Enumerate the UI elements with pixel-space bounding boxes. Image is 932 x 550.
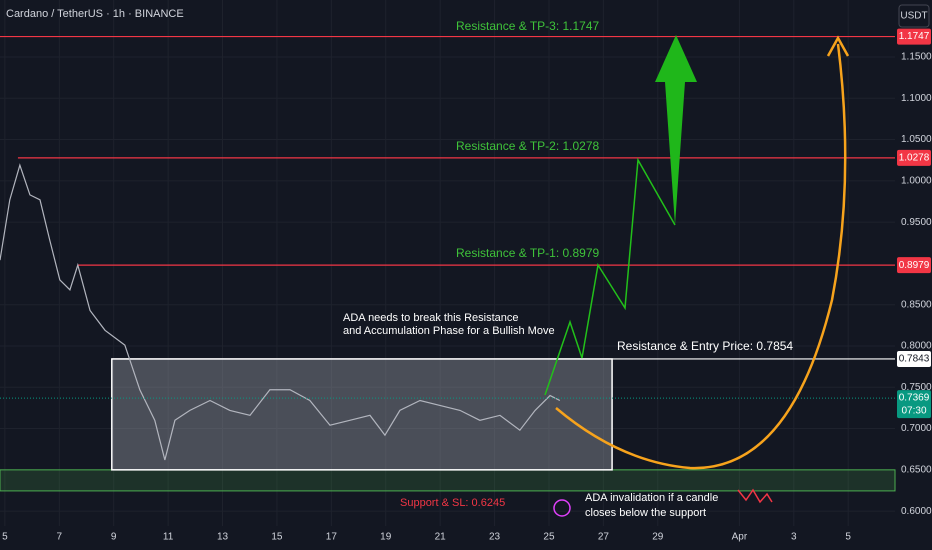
x-tick-label: 25: [543, 532, 555, 543]
x-tick-label: 9: [111, 532, 117, 543]
support-zone: [0, 469, 896, 492]
projection-path: [544, 157, 676, 396]
y-tick-label: 0.8000: [901, 341, 932, 352]
x-tick-label: 15: [271, 532, 283, 543]
y-tick-label: 0.6000: [901, 506, 932, 517]
price-badge: [897, 28, 931, 45]
tp1-label: Resistance & TP-1: 0.8979: [456, 246, 600, 260]
price-badge: [897, 149, 931, 166]
projection-curve: [555, 43, 847, 470]
price-badge: [897, 350, 931, 367]
x-tick-label: 3: [791, 532, 797, 543]
x-tick-label: 13: [217, 532, 229, 543]
x-tick-label: 17: [326, 532, 338, 543]
x-tick-label: 19: [380, 532, 392, 543]
accumulation-box: [111, 358, 613, 471]
last-price-badge: [897, 390, 931, 419]
note: ADA invalidation if a candle: [585, 492, 718, 504]
curve-arrowhead: [826, 35, 850, 57]
price-badge-label: 1.0278: [899, 153, 930, 164]
x-tick-label: 7: [57, 532, 63, 543]
note: and Accumulation Phase for a Bullish Mov…: [343, 325, 555, 337]
x-tick-label: 21: [435, 532, 447, 543]
x-tick-label: 5: [2, 532, 8, 543]
currency: USDT: [900, 11, 927, 22]
zones: [0, 35, 896, 492]
bull-arrow: [655, 35, 697, 225]
currency-box: [898, 4, 930, 28]
entry-label: Resistance & Entry Price: 0.7854: [617, 339, 793, 353]
tp3-label: Resistance & TP-3: 1.1747: [456, 19, 600, 33]
price-badge: [897, 257, 931, 274]
x-tick-label: 11: [163, 532, 174, 543]
symbol: Cardano / TetherUS · 1h · BINANCE: [6, 8, 184, 20]
tp2-label: Resistance & TP-2: 1.0278: [456, 139, 600, 153]
alert-icon: [553, 499, 571, 517]
x-tick-label: 29: [652, 532, 664, 543]
price-line: [0, 163, 561, 461]
note: closes below the support: [585, 507, 706, 519]
axes: 0.6000 0.6500 0.7000 0.7500 0.8000 0.8500 0.95…: [2, 28, 932, 543]
invalidation-zigzag: [737, 488, 773, 504]
x-tick-label: Apr: [732, 532, 748, 543]
note: ADA needs to break this Resistance: [343, 312, 518, 324]
x-tick-label: 5: [845, 532, 851, 543]
price-badge-label: 0.7843: [899, 354, 930, 365]
y-tick-label: 0.8500: [901, 299, 932, 310]
y-tick-label: 0.7000: [901, 423, 932, 434]
y-tick-label: 0.7500: [901, 382, 932, 393]
x-tick-label: 23: [489, 532, 501, 543]
last-price-label: 0.7369: [899, 393, 930, 404]
x-tick-label: 27: [598, 532, 610, 543]
countdown: 07:30: [901, 406, 926, 417]
support-label: Support & SL: 0.6245: [400, 497, 505, 509]
y-tick-label: 1.1000: [901, 93, 932, 104]
price: [0, 163, 895, 461]
grid: [0, 0, 895, 526]
y-tick-label: 0.6500: [901, 464, 932, 475]
y-tick-label: 1.1500: [901, 52, 932, 63]
price-badge-label: 1.1747: [899, 31, 930, 42]
y-tick-label: 1.0500: [901, 134, 932, 145]
y-tick-label: 0.9500: [901, 217, 932, 228]
price-badge-label: 0.8979: [899, 260, 930, 271]
y-tick-label: 1.0000: [901, 175, 932, 186]
